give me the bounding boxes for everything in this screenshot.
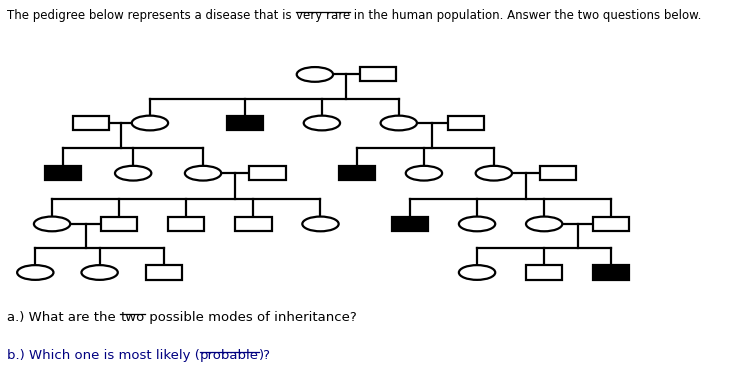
Text: probable: probable xyxy=(200,349,259,362)
Bar xyxy=(168,217,204,231)
Text: )?: )? xyxy=(259,349,271,362)
Bar xyxy=(101,217,137,231)
Text: possible modes of inheritance?: possible modes of inheritance? xyxy=(145,311,356,325)
Bar xyxy=(359,68,396,81)
Ellipse shape xyxy=(17,265,54,280)
Text: two: two xyxy=(121,311,145,325)
Text: The pedigree below represents a disease that is: The pedigree below represents a disease … xyxy=(7,9,295,22)
Ellipse shape xyxy=(297,67,333,82)
Ellipse shape xyxy=(34,217,71,231)
Text: b.) Which one is most likely (: b.) Which one is most likely ( xyxy=(7,349,200,362)
Bar xyxy=(146,266,182,279)
Ellipse shape xyxy=(115,166,151,181)
Bar xyxy=(540,166,576,180)
Ellipse shape xyxy=(381,116,417,131)
Text: in the human population. Answer the two questions below.: in the human population. Answer the two … xyxy=(350,9,701,22)
Ellipse shape xyxy=(304,116,340,131)
Bar xyxy=(526,266,562,279)
Bar xyxy=(593,217,629,231)
Bar xyxy=(249,166,285,180)
Bar xyxy=(392,217,428,231)
Ellipse shape xyxy=(185,166,221,181)
Ellipse shape xyxy=(82,265,118,280)
Ellipse shape xyxy=(526,217,562,231)
Ellipse shape xyxy=(406,166,442,181)
Bar xyxy=(448,116,484,130)
Text: very rare: very rare xyxy=(295,9,350,22)
Bar xyxy=(593,266,629,279)
Bar xyxy=(45,166,82,180)
Ellipse shape xyxy=(476,166,512,181)
Ellipse shape xyxy=(459,265,495,280)
Text: a.) What are the: a.) What are the xyxy=(7,311,121,325)
Bar xyxy=(235,217,271,231)
Ellipse shape xyxy=(302,217,339,231)
Bar xyxy=(227,116,263,130)
Bar xyxy=(339,166,375,180)
Bar xyxy=(73,116,110,130)
Ellipse shape xyxy=(459,217,495,231)
Ellipse shape xyxy=(132,116,168,131)
